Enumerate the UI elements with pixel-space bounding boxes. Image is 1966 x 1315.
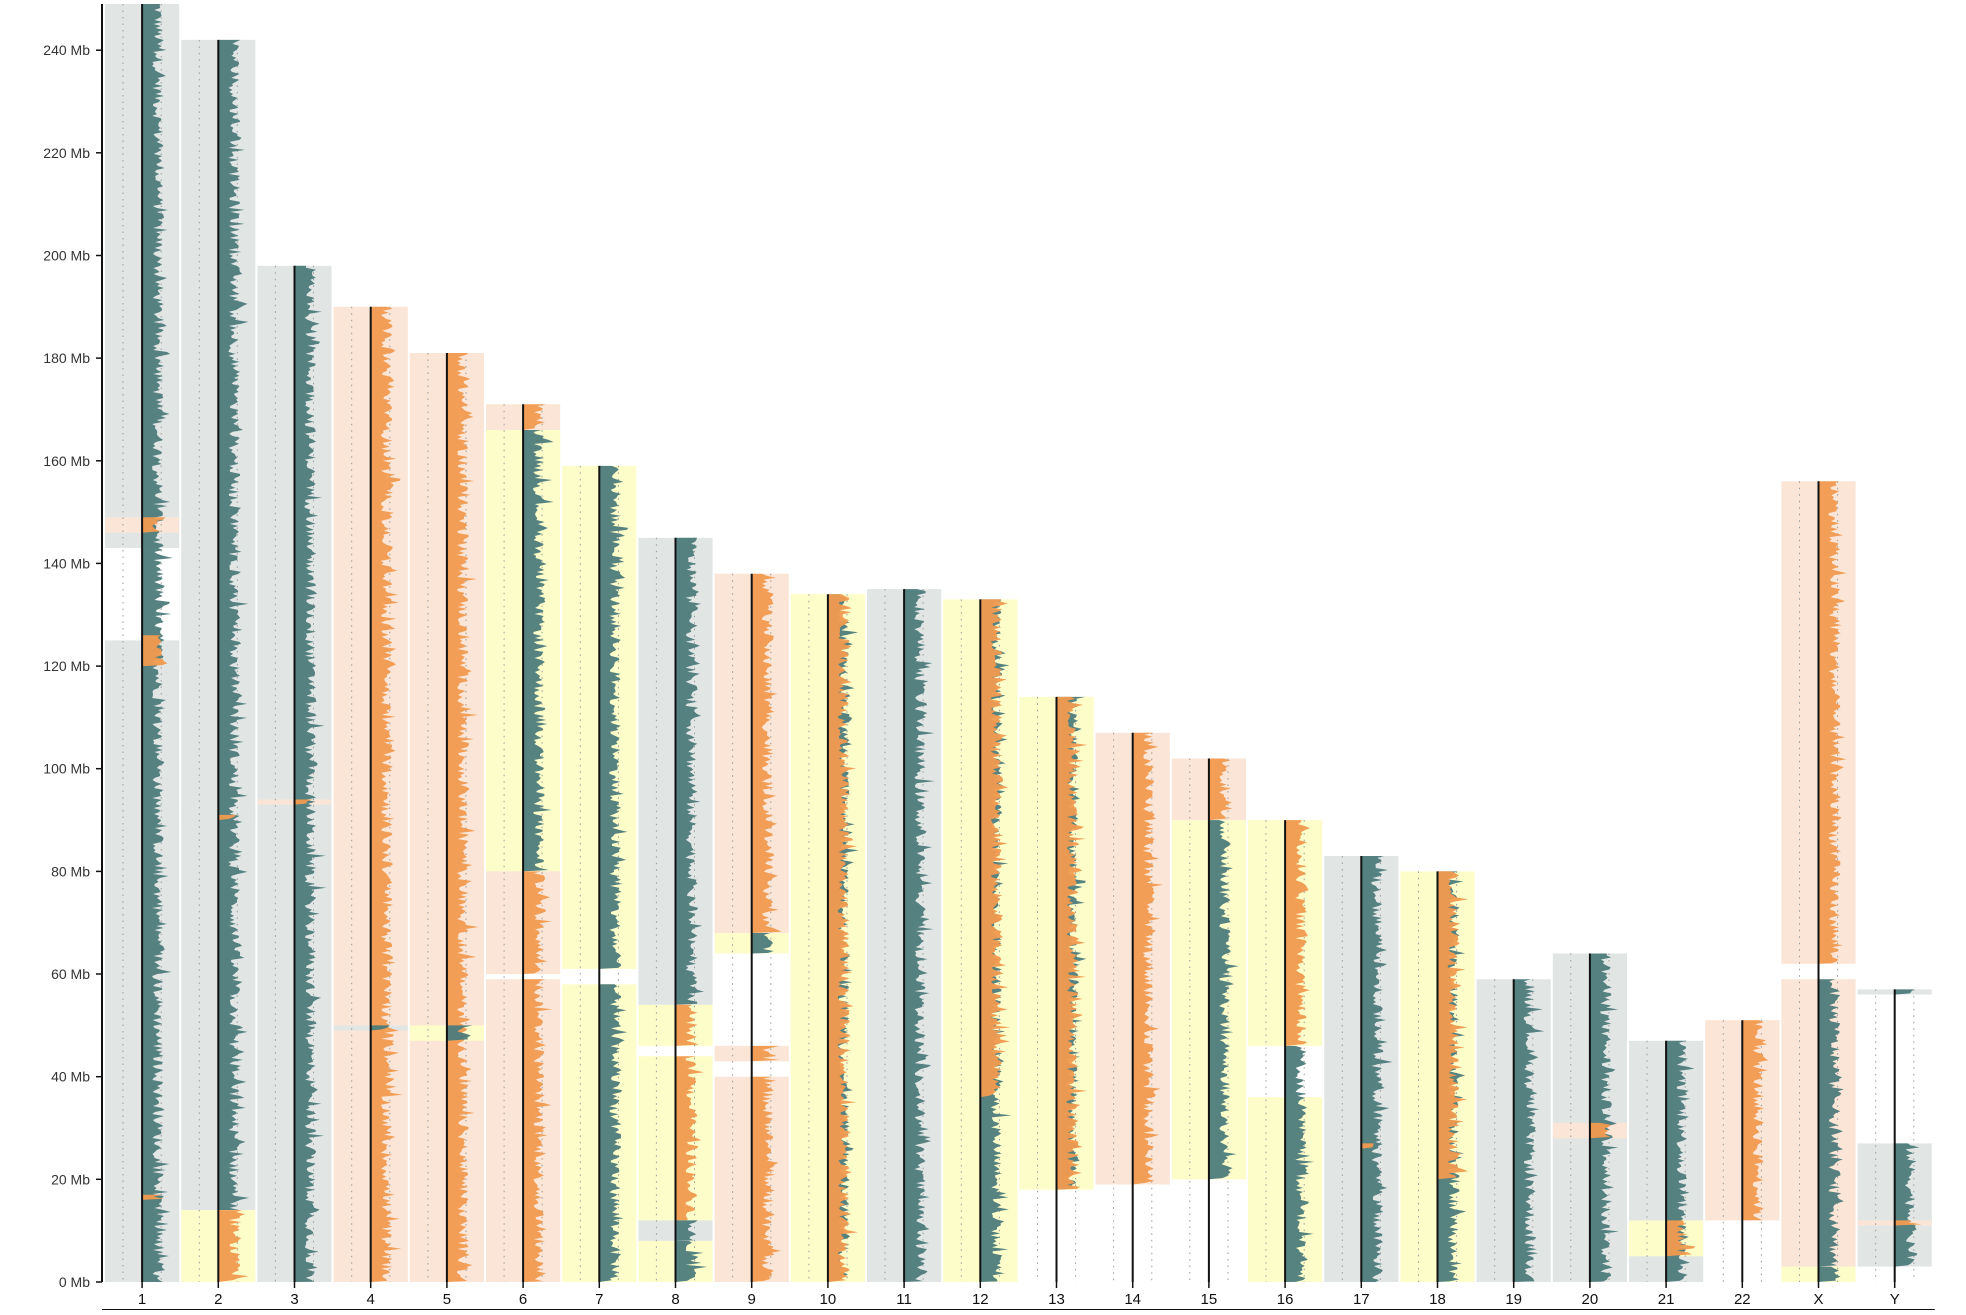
y-tick-label-9: 180 Mb xyxy=(43,350,90,366)
trace-chr5-13 xyxy=(446,1025,473,1041)
y-tick-label-0: 0 Mb xyxy=(59,1274,90,1290)
trace-chr3-9 xyxy=(294,799,313,805)
trace-chr8-24 xyxy=(675,1240,708,1282)
y-tick-label-1: 20 Mb xyxy=(51,1171,90,1187)
x-tick-label-1: 1 xyxy=(138,1291,146,1308)
y-tick-label-11: 220 Mb xyxy=(43,145,90,161)
y-tick-label-8: 160 Mb xyxy=(43,453,90,469)
trace-chr18-45 xyxy=(1437,871,1469,1180)
trace-chr16-40 xyxy=(1285,820,1310,1046)
trace-chr9-25 xyxy=(751,573,782,933)
y-tick-label-2: 40 Mb xyxy=(51,1069,90,1085)
trace-chr8-22 xyxy=(675,1056,704,1221)
x-axis-ticks: 1 2 3 4 5 6 7 8 9 10 11 12 13 14 15 16 17 18 19 20 21 22 X Y xyxy=(138,1282,1900,1308)
x-tick-label-22: 22 xyxy=(1734,1291,1751,1308)
trace-chr19-46 xyxy=(1513,979,1545,1282)
trace-chr14-36 xyxy=(1132,732,1164,1185)
trace-chr1-4 xyxy=(142,1194,164,1200)
trace-chrY-55 xyxy=(1894,1143,1920,1267)
trace-chr2-5 xyxy=(218,39,250,1211)
x-tick-label-10: 10 xyxy=(820,1291,837,1308)
trace-chr3-8 xyxy=(294,265,327,1282)
trace-chr9-28 xyxy=(751,1076,781,1282)
x-tick-label-Y: Y xyxy=(1890,1291,1900,1308)
x-tick-label-17: 17 xyxy=(1353,1291,1370,1308)
y-tick-label-3: 60 Mb xyxy=(51,966,90,982)
trace-chr6-14 xyxy=(523,430,554,872)
trace-chr1-3 xyxy=(142,517,166,533)
x-tick-label-21: 21 xyxy=(1658,1291,1675,1308)
trace-chr11-31 xyxy=(904,589,935,1282)
trace-chr2-7 xyxy=(218,814,236,821)
y-tick-label-5: 100 Mb xyxy=(43,761,90,777)
trace-chr8-20 xyxy=(675,537,704,1005)
trace-chr12-33 xyxy=(980,599,1011,1098)
y-tick-label-4: 80 Mb xyxy=(51,863,90,879)
trace-chr8-21 xyxy=(675,1004,699,1046)
x-tick-label-15: 15 xyxy=(1201,1291,1218,1308)
trace-chrX-52 xyxy=(1818,481,1847,964)
trace-chrY-56 xyxy=(1894,1220,1922,1226)
x-tick-label-2: 2 xyxy=(214,1291,222,1308)
x-tick-label-4: 4 xyxy=(367,1291,375,1308)
x-tick-label-12: 12 xyxy=(972,1291,989,1308)
x-tick-label-9: 9 xyxy=(748,1291,756,1308)
trace-chr6-15 xyxy=(523,404,546,430)
trace-chr4-10 xyxy=(370,306,403,1282)
trace-chr17-42 xyxy=(1361,856,1393,1282)
x-tick-label-3: 3 xyxy=(290,1291,298,1308)
coverage-traces xyxy=(142,4,1922,1282)
trace-chr4-11 xyxy=(370,1025,390,1031)
x-tick-label-16: 16 xyxy=(1277,1291,1294,1308)
trace-chr15-38 xyxy=(1208,758,1233,821)
x-tick-label-6: 6 xyxy=(519,1291,527,1308)
chromosome-center-lines xyxy=(141,4,1896,1282)
x-tick-label-11: 11 xyxy=(896,1291,912,1308)
trace-chr7-19 xyxy=(599,984,628,1282)
trace-chr17-43 xyxy=(1361,1143,1374,1149)
x-tick-label-13: 13 xyxy=(1048,1291,1065,1308)
x-tick-label-19: 19 xyxy=(1505,1291,1522,1308)
trace-chr2-6 xyxy=(218,1210,249,1282)
trace-chrX-54 xyxy=(1818,1266,1841,1282)
y-tick-label-7: 140 Mb xyxy=(43,555,90,571)
trace-chr8-23 xyxy=(675,1220,698,1241)
y-tick-label-10: 200 Mb xyxy=(43,248,90,264)
x-tick-label-18: 18 xyxy=(1429,1291,1446,1308)
trace-chr7-18 xyxy=(599,465,629,969)
y-tick-label-12: 240 Mb xyxy=(43,42,90,58)
trace-chr22-51 xyxy=(1742,1020,1769,1221)
x-tick-label-X: X xyxy=(1813,1291,1823,1308)
y-axis-ticks: 0 Mb 20 Mb 40 Mb 60 Mb 80 Mb 100 Mb 120 Mb 140 … xyxy=(43,42,102,1290)
trace-chr1-1 xyxy=(142,635,168,667)
trace-chr20-47 xyxy=(1589,953,1620,1282)
trace-chr5-12 xyxy=(446,353,479,1282)
x-tick-label-5: 5 xyxy=(443,1291,451,1308)
x-tick-label-7: 7 xyxy=(595,1291,603,1308)
x-tick-label-20: 20 xyxy=(1582,1291,1599,1308)
trace-chr15-37 xyxy=(1208,820,1239,1180)
trace-chr10-30 xyxy=(827,594,859,1282)
y-tick-label-6: 120 Mb xyxy=(43,658,90,674)
trace-chr6-17 xyxy=(523,979,553,1282)
trace-chr6-16 xyxy=(523,871,552,974)
x-tick-label-14: 14 xyxy=(1124,1291,1141,1308)
trace-chr9-27 xyxy=(751,1045,780,1062)
trace-chr16-39 xyxy=(1285,1045,1315,1282)
trace-chr21-50 xyxy=(1666,1220,1696,1257)
x-tick-label-8: 8 xyxy=(671,1291,679,1308)
trace-chr13-35 xyxy=(1056,696,1088,1190)
trace-chrY-57 xyxy=(1894,989,1914,995)
trace-chr20-48 xyxy=(1589,1122,1611,1139)
trace-chrX-53 xyxy=(1818,979,1844,1267)
trace-chr9-26 xyxy=(751,933,774,954)
